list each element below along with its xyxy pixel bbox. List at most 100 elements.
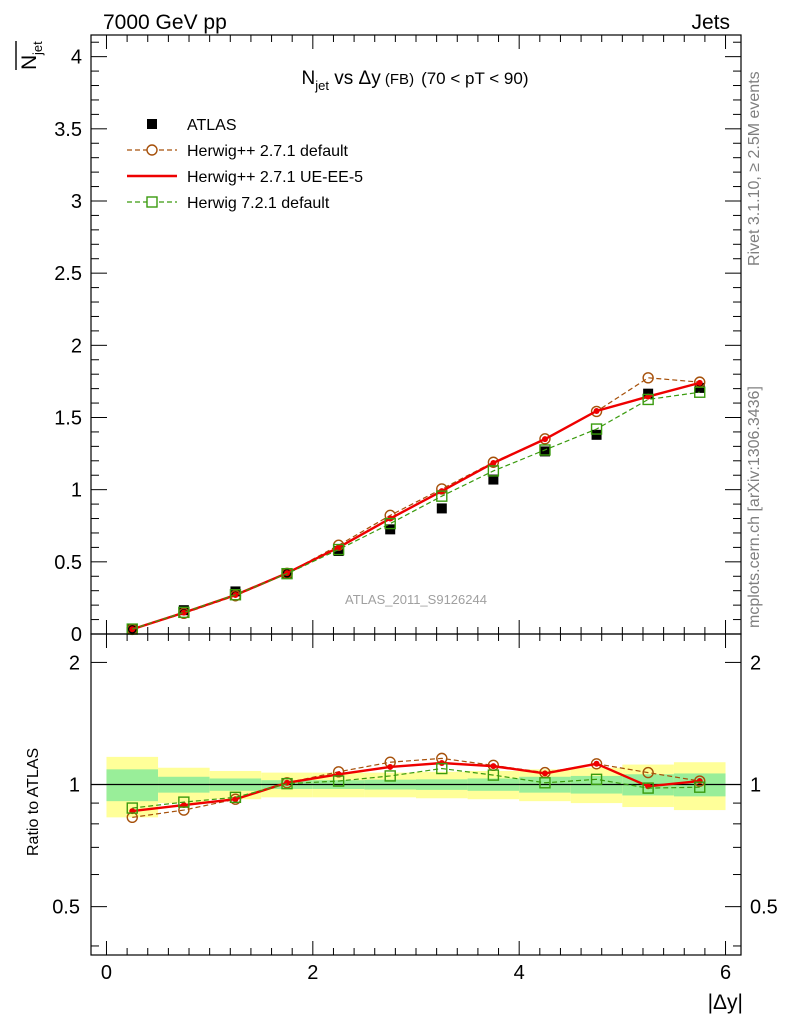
data-point-square — [229, 589, 242, 601]
ratio-panel: 0 2 4 6 0.5 0.5 1 1 2 2 — [52, 633, 778, 984]
data-point-square — [539, 777, 551, 789]
y-tick-label: 1.5 — [54, 407, 82, 429]
data-point-dot — [129, 626, 136, 633]
title-range: (70 < pT < 90) — [421, 69, 528, 88]
data-point-square — [384, 770, 396, 782]
x-tick-label: 0 — [101, 962, 112, 984]
legend-label: Herwig++ 2.7.1 UE-EE-5 — [187, 169, 363, 186]
y-tick-label: 2 — [71, 335, 82, 357]
title-n: N — [302, 68, 316, 89]
header-left: 7000 GeV pp — [103, 11, 227, 34]
y-tick-label: 3.5 — [54, 119, 82, 141]
data-point-circle — [642, 372, 654, 384]
header-right: Jets — [691, 11, 730, 34]
data-point-dot — [593, 760, 600, 767]
ratio-series-herwig-7-2-1-default — [126, 762, 706, 814]
data-point-dot — [593, 407, 600, 414]
legend: ATLAS Herwig++ 2.7.1 default Herwig++ 2.7.… — [127, 117, 363, 212]
data-point-square — [642, 393, 654, 406]
ratio-y-tick-label-right: 0.5 — [750, 897, 778, 919]
data-point-square-filled — [333, 546, 344, 557]
main-panel: 0 0.5 1 1.5 2 2.5 3 3.5 4 — [54, 34, 742, 646]
data-point-dot — [232, 796, 239, 803]
legend-entry: ATLAS — [147, 117, 237, 134]
data-point-square — [590, 423, 603, 435]
ratio-y-tick-label-left: 2 — [69, 652, 80, 674]
x-tick-label: 6 — [720, 962, 731, 984]
data-point-square — [590, 773, 603, 786]
y-label-subscript: jet — [30, 41, 45, 56]
legend-entry: Herwig 7.2.1 default — [127, 195, 330, 212]
data-point-square-filled — [488, 474, 499, 485]
legend-marker — [147, 119, 157, 129]
data-point-square — [281, 567, 293, 580]
data-point-square — [332, 543, 345, 556]
legend-label: Herwig 7.2.1 default — [187, 195, 330, 212]
data-point-square — [384, 517, 396, 530]
data-point-square — [436, 762, 448, 775]
y-axis-label-ratio: Ratio to ATLAS — [25, 748, 42, 856]
series-line — [132, 391, 700, 630]
legend-label: Herwig++ 2.7.1 default — [187, 143, 349, 160]
data-point-square — [332, 775, 345, 787]
x-tick-label: 4 — [514, 962, 525, 984]
data-point-square-filled — [539, 446, 550, 457]
ratio-series-line — [132, 761, 700, 813]
data-point-circle — [539, 433, 551, 445]
data-point-dot — [284, 779, 291, 786]
data-point-square-filled — [385, 524, 396, 535]
data-point-square — [178, 796, 190, 808]
data-point-square — [487, 465, 500, 477]
data-point-square — [642, 782, 654, 794]
y-tick-label: 0 — [71, 624, 82, 646]
y-label-n: N — [18, 55, 41, 70]
legend-marker — [146, 144, 158, 156]
data-point-circle — [487, 456, 500, 468]
data-point-square — [126, 802, 138, 814]
ratio-y-tick-label-left: 1 — [69, 775, 80, 797]
data-point-circle — [590, 405, 603, 418]
mcplots-label: mcplots.cern.ch [arXiv:1306.3436] — [746, 386, 763, 628]
data-point-square — [281, 777, 293, 790]
series-herwig-7-2-1-default — [126, 386, 706, 635]
title-subscript: jet — [314, 78, 329, 93]
legend-marker — [146, 196, 158, 208]
data-point-circle — [642, 766, 654, 779]
uncertainty-band-inner — [106, 769, 159, 802]
data-point-square — [539, 444, 551, 456]
data-point-dot — [490, 459, 497, 466]
y-tick-label: 2.5 — [54, 263, 82, 285]
watermark: ATLAS_2011_S9126244 — [345, 592, 487, 607]
data-point-dot — [696, 778, 703, 785]
title-vs: vs Δy — [329, 68, 381, 89]
ratio-y-tick-label-right: 1 — [750, 775, 761, 797]
data-point-square-filled — [436, 503, 447, 514]
data-point-square — [229, 791, 242, 804]
x-axis-label: |Δy| — [708, 991, 743, 1014]
data-point-square-filled — [591, 429, 602, 440]
legend-entry: Herwig++ 2.7.1 UE-EE-5 — [127, 169, 363, 186]
data-point-dot — [541, 770, 548, 777]
data-point-square — [178, 606, 190, 619]
title-fb: (FB) — [381, 71, 414, 88]
legend-label: ATLAS — [187, 117, 237, 134]
ratio-y-tick-label-right: 2 — [750, 652, 761, 674]
y-tick-label: 1 — [71, 480, 82, 502]
y-axis-label-main: N jet — [15, 41, 45, 70]
y-tick-label: 4 — [71, 47, 82, 69]
rivet-version-label: Rivet 3.1.10, ≥ 2.5M events — [746, 71, 763, 266]
data-point-dot — [490, 763, 497, 770]
x-tick-label: 2 — [307, 962, 318, 984]
y-tick-label: 3 — [71, 191, 82, 213]
data-point-square — [694, 386, 706, 398]
ratio-y-tick-label-left: 0.5 — [52, 897, 80, 919]
data-point-square — [487, 769, 500, 781]
legend-entry: Herwig++ 2.7.1 default — [127, 143, 349, 160]
data-point-square — [694, 781, 706, 793]
data-point-dot — [387, 763, 394, 770]
data-point-square — [436, 490, 448, 502]
data-point-dot — [541, 436, 548, 443]
y-tick-label: 0.5 — [54, 552, 82, 574]
main-title: Njet vs Δy (FB) (70 < pT < 90) — [302, 68, 529, 93]
data-point-dot — [180, 609, 187, 616]
